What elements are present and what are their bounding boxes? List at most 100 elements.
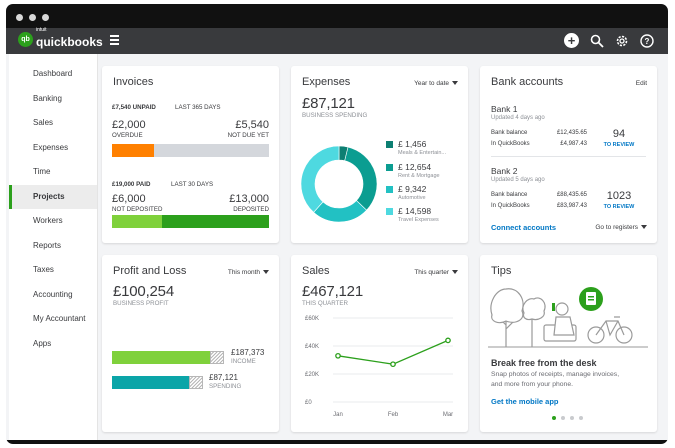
window-close-dot[interactable] bbox=[16, 14, 23, 21]
donut-slice[interactable] bbox=[300, 145, 340, 213]
bank1-review-label[interactable]: TO REVIEW bbox=[603, 142, 635, 148]
bank-edit-link[interactable]: Edit bbox=[635, 80, 647, 87]
overdue-value: £2,000 bbox=[112, 119, 146, 131]
sales-card[interactable]: Sales This quarter £467,121 THIS QUARTER… bbox=[291, 255, 468, 432]
invoices-title: Invoices bbox=[113, 76, 154, 88]
sales-period-dropdown[interactable]: This quarter bbox=[414, 269, 458, 276]
legend-value: £ 14,598 bbox=[398, 206, 432, 216]
expenses-donut-chart[interactable] bbox=[299, 144, 379, 224]
sidebar-item-taxes[interactable]: Taxes bbox=[33, 265, 54, 274]
window-minimize-dot[interactable] bbox=[29, 14, 36, 21]
carousel-dot[interactable] bbox=[570, 416, 574, 420]
not-due-value: £5,540 bbox=[235, 119, 269, 131]
tips-body-line2: and more from your phone. bbox=[491, 381, 573, 388]
intuit-label: intuit bbox=[36, 27, 47, 33]
bank2-review-count[interactable]: 1023 bbox=[606, 190, 632, 202]
overdue-bar[interactable] bbox=[112, 144, 154, 157]
gear-icon[interactable] bbox=[614, 33, 629, 48]
bank1-balance: £12,435.65 bbox=[556, 130, 587, 136]
go-to-registers-label: Go to registers bbox=[595, 224, 638, 231]
paid-period: LAST 30 DAYS bbox=[171, 181, 214, 188]
deposited-value: £13,000 bbox=[229, 193, 269, 205]
top-bar: qb quickbooks intuit + ? bbox=[6, 27, 668, 54]
expenses-subtitle: BUSINESS SPENDING bbox=[302, 112, 368, 119]
sidebar-item-dashboard[interactable]: Dashboard bbox=[33, 69, 73, 78]
tips-carousel-dots bbox=[552, 416, 583, 420]
bank1-qb: £4,987.43 bbox=[560, 141, 587, 147]
browser-window: qb quickbooks intuit + ? Dashboard Banki… bbox=[6, 4, 668, 444]
chevron-down-icon bbox=[263, 270, 269, 275]
spending-bar[interactable] bbox=[112, 376, 189, 389]
quickbooks-logo[interactable]: qb quickbooks intuit bbox=[18, 27, 103, 48]
sales-line-chart[interactable]: £60K £40K £20K £0 Jan Feb Mar bbox=[291, 310, 468, 430]
svg-text:?: ? bbox=[644, 37, 649, 46]
bank2-name[interactable]: Bank 2 bbox=[491, 166, 518, 176]
not-deposited-bar[interactable] bbox=[112, 215, 162, 228]
help-icon[interactable]: ? bbox=[639, 33, 654, 48]
menu-icon[interactable] bbox=[110, 35, 119, 45]
not-due-bar[interactable] bbox=[154, 144, 269, 157]
pnl-period-dropdown[interactable]: This month bbox=[228, 269, 269, 276]
search-icon[interactable] bbox=[589, 33, 604, 48]
legend-label: Travel Expenses bbox=[398, 217, 439, 223]
window-maximize-dot[interactable] bbox=[42, 14, 49, 21]
y-tick-label: £60K bbox=[305, 316, 319, 322]
bank1-review-count[interactable]: 94 bbox=[612, 128, 626, 140]
connect-accounts-link[interactable]: Connect accounts bbox=[491, 223, 557, 232]
tips-body-line1: Snap photos of receipts, manage invoices… bbox=[491, 371, 620, 378]
legend-swatch bbox=[386, 186, 393, 193]
sidebar-item-accounting[interactable]: Accounting bbox=[33, 289, 73, 299]
unpaid-period: LAST 365 DAYS bbox=[175, 104, 221, 111]
chevron-down-icon bbox=[452, 81, 458, 86]
sidebar-item-expenses[interactable]: Expenses bbox=[33, 142, 69, 152]
sales-data-point[interactable] bbox=[390, 361, 396, 368]
deposited-bar[interactable] bbox=[162, 215, 269, 228]
tips-card[interactable]: Tips Break free from the desk Snap phot bbox=[480, 255, 657, 432]
carousel-dot[interactable] bbox=[579, 416, 583, 420]
chevron-down-icon bbox=[641, 225, 647, 230]
sidebar-item-projects[interactable]: Projects bbox=[9, 184, 97, 209]
sidebar-item-my-accountant[interactable]: My Accountant bbox=[33, 314, 86, 323]
income-bar[interactable] bbox=[112, 351, 210, 364]
not-due-label: NOT DUE YET bbox=[227, 132, 269, 139]
sidebar-item-apps[interactable]: Apps bbox=[33, 338, 52, 348]
donut-slice[interactable] bbox=[344, 146, 378, 211]
sales-title: Sales bbox=[302, 265, 330, 277]
overdue-label: OVERDUE bbox=[112, 132, 143, 139]
bank2-review-label[interactable]: TO REVIEW bbox=[603, 204, 635, 210]
not-deposited-value: £6,000 bbox=[112, 193, 146, 205]
sidebar-item-workers[interactable]: Workers bbox=[33, 216, 63, 225]
carousel-dot[interactable] bbox=[561, 416, 565, 420]
bank2-qb-label: In QuickBooks bbox=[491, 203, 530, 209]
legend-value: £ 12,654 bbox=[398, 162, 432, 172]
x-tick-label: Jan bbox=[333, 412, 343, 418]
pnl-title: Profit and Loss bbox=[113, 265, 187, 277]
tips-title: Tips bbox=[491, 265, 512, 277]
expenses-period-dropdown[interactable]: Year to date bbox=[414, 80, 458, 87]
window-controls bbox=[16, 14, 49, 21]
sidebar-item-reports[interactable]: Reports bbox=[33, 240, 62, 250]
pnl-subtitle: BUSINESS PROFIT bbox=[113, 300, 169, 307]
x-tick-label: Feb bbox=[388, 412, 399, 418]
sales-data-point[interactable] bbox=[445, 337, 451, 344]
sidebar-item-banking[interactable]: Banking bbox=[33, 93, 62, 103]
go-to-registers-dropdown[interactable]: Go to registers bbox=[595, 224, 647, 231]
sidebar-item-time[interactable]: Time bbox=[33, 167, 51, 176]
profit-and-loss-card[interactable]: Profit and Loss This month £100,254 BUSI… bbox=[102, 255, 279, 432]
x-tick-label: Mar bbox=[443, 412, 453, 418]
y-tick-label: £20K bbox=[305, 372, 319, 378]
legend-label: Rent & Mortgage bbox=[398, 173, 440, 179]
carousel-dot-active[interactable] bbox=[552, 416, 556, 420]
sales-data-point[interactable] bbox=[335, 352, 341, 359]
bank1-qb-label: In QuickBooks bbox=[491, 141, 530, 147]
spending-value: £87,121 bbox=[209, 373, 238, 382]
get-mobile-app-link[interactable]: Get the mobile app bbox=[491, 397, 559, 406]
bank-accounts-card[interactable]: Bank accounts Edit Bank 1 Updated 4 days… bbox=[480, 66, 657, 243]
plus-icon[interactable]: + bbox=[564, 33, 579, 48]
invoices-card[interactable]: Invoices £7,540 UNPAID LAST 365 DAYS £2,… bbox=[102, 66, 279, 243]
sidebar-item-sales[interactable]: Sales bbox=[33, 118, 54, 127]
mobile-receipt-illustration bbox=[488, 287, 648, 348]
bank1-name[interactable]: Bank 1 bbox=[491, 104, 518, 114]
bank2-updated: Updated 5 days ago bbox=[491, 177, 545, 183]
expenses-card[interactable]: Expenses Year to date £87,121 BUSINESS S… bbox=[291, 66, 468, 243]
